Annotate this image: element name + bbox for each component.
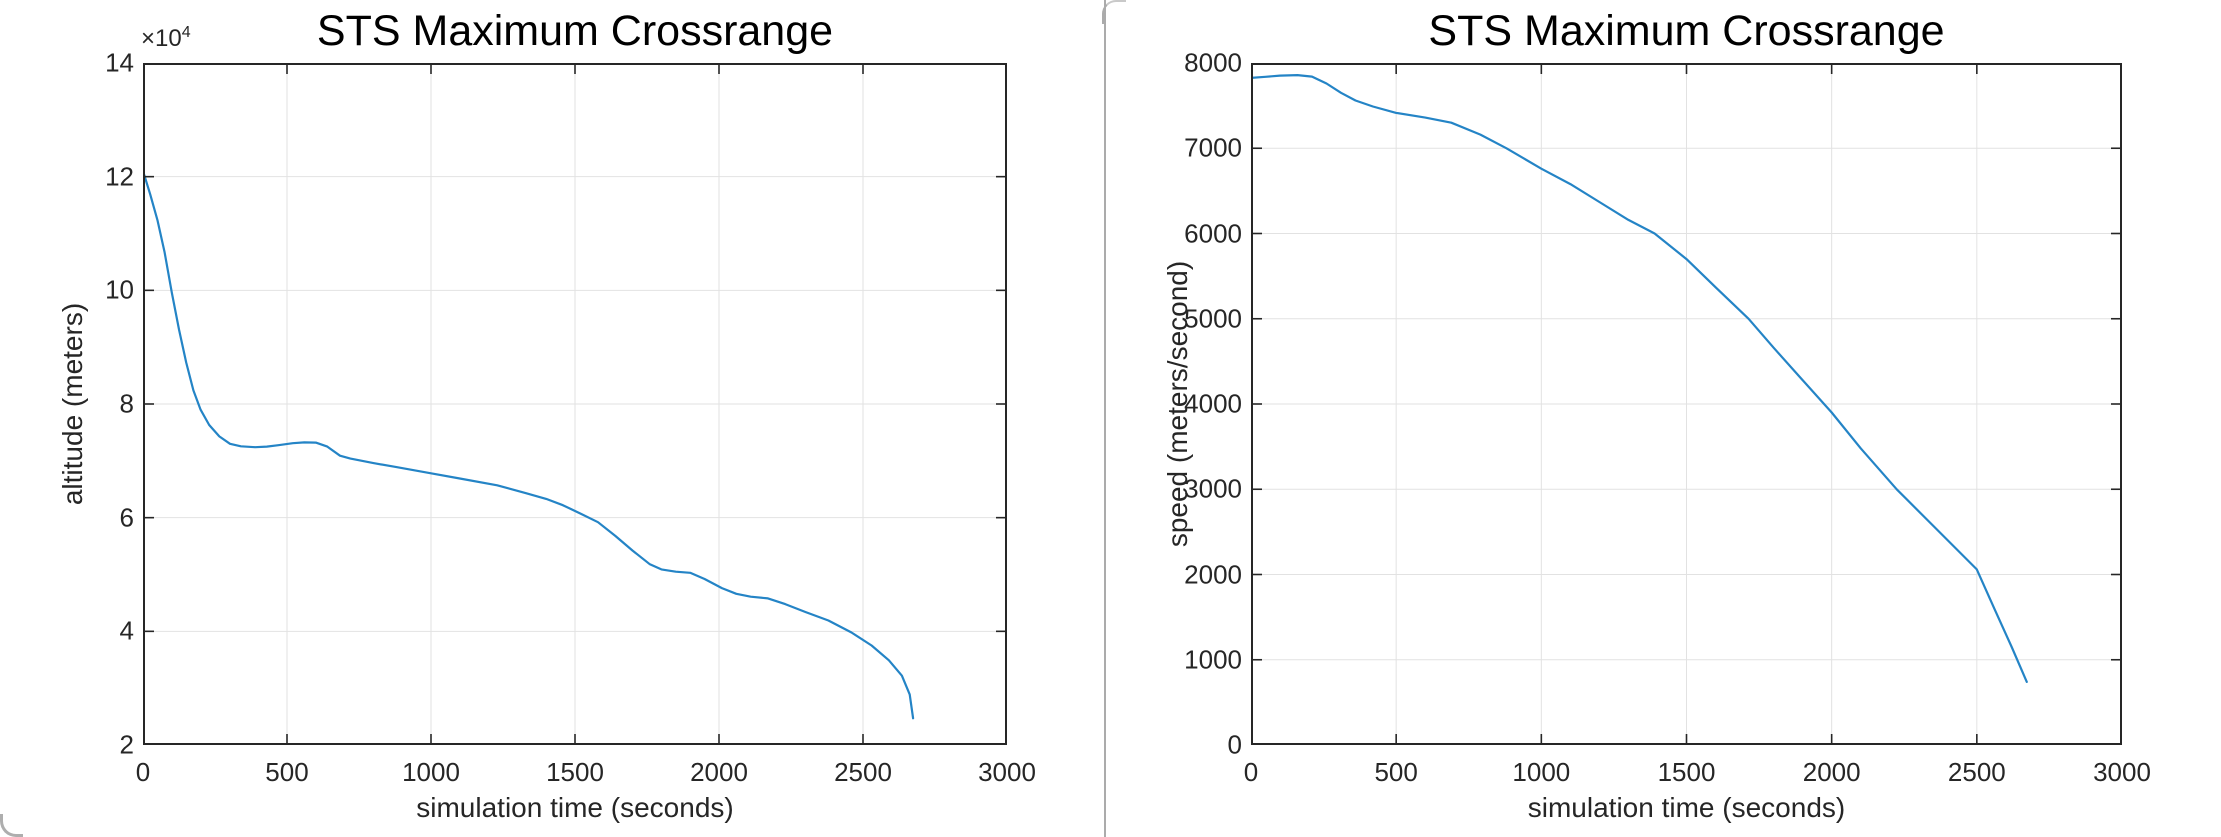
gridlines — [143, 63, 1007, 745]
y-axis-exponent: ×104 — [141, 24, 191, 53]
y-tick-label: 2 — [119, 729, 134, 760]
y-tick-label: 3000 — [1184, 473, 1242, 504]
x-tick-label: 2000 — [690, 757, 748, 787]
altitude-curve — [143, 169, 915, 720]
speed-curve — [1251, 74, 2028, 683]
y-tick-label: 4000 — [1184, 388, 1242, 419]
tick-marks — [1251, 63, 2122, 745]
exponent-base: ×10 — [141, 25, 182, 52]
x-tick-label: 1000 — [402, 757, 460, 787]
x-tick-label: 2000 — [1802, 757, 1861, 787]
x-tick-label: 500 — [1374, 757, 1418, 787]
y-tick-label: 4 — [119, 615, 134, 646]
figure-window-altitude: STS Maximum Crossrange ×104 altitude (me… — [0, 0, 1104, 837]
altitude-plot-canvas — [143, 63, 1007, 745]
y-tick-label: 6 — [119, 502, 134, 533]
chart-title: STS Maximum Crossrange — [316, 7, 834, 55]
x-tick-label: 1500 — [1657, 757, 1716, 787]
figure-window-speed: STS Maximum Crossrange speed (meters/sec… — [1104, 0, 2221, 837]
y-tick-label: 10 — [105, 274, 134, 305]
x-tick-label: 2500 — [834, 757, 892, 787]
x-axis-label: simulation time (seconds) — [1527, 792, 1846, 823]
y-tick-label: 12 — [105, 161, 134, 192]
y-axis-label: altitude (meters) — [57, 302, 88, 506]
x-tick-label: 1000 — [1512, 757, 1571, 787]
y-tick-label: 1000 — [1184, 644, 1242, 675]
x-tick-label: 3000 — [2093, 757, 2151, 787]
gridlines — [1251, 63, 2122, 745]
y-tick-label: 8000 — [1184, 47, 1242, 78]
y-tick-label: 0 — [1227, 729, 1242, 760]
x-tick-label: 3000 — [978, 757, 1036, 787]
y-tick-label: 7000 — [1184, 132, 1242, 163]
y-tick-label: 5000 — [1184, 303, 1242, 334]
tick-marks — [143, 63, 1007, 745]
window-rounded-corner — [0, 814, 23, 837]
exponent-power: 4 — [181, 24, 191, 41]
y-tick-label: 14 — [105, 47, 134, 78]
y-tick-label: 8 — [119, 388, 134, 419]
x-tick-label: 1500 — [546, 757, 604, 787]
speed-plot-canvas — [1251, 63, 2122, 745]
x-tick-label: 2500 — [1947, 757, 2006, 787]
x-tick-label: 500 — [265, 757, 309, 787]
x-tick-label: 0 — [1243, 757, 1259, 787]
y-tick-label: 2000 — [1184, 559, 1242, 589]
chart-title: STS Maximum Crossrange — [1428, 7, 1945, 55]
x-tick-label: 0 — [135, 757, 151, 787]
y-tick-label: 6000 — [1184, 218, 1242, 248]
window-rounded-corner — [1102, 0, 1126, 24]
x-axis-label: simulation time (seconds) — [416, 792, 734, 823]
